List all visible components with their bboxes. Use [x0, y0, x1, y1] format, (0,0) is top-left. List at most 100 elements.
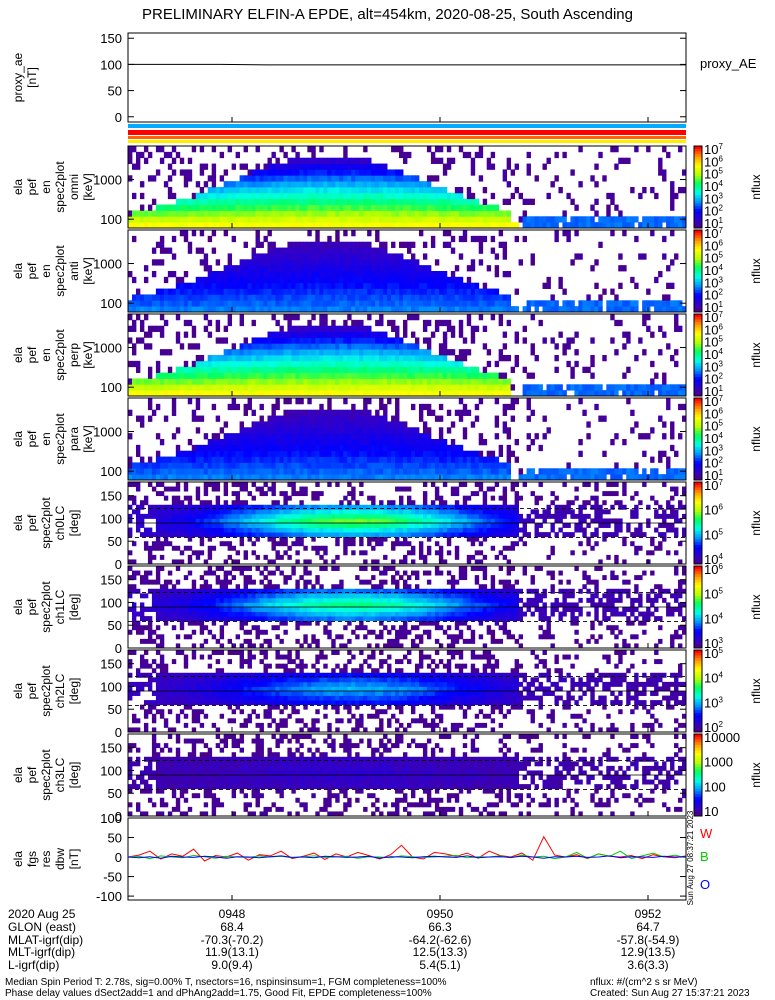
heat-cell [223, 265, 229, 272]
heat-cell [367, 253, 372, 260]
heat-cell [387, 300, 392, 307]
heat-cell [263, 222, 268, 229]
heat-cell [422, 300, 428, 307]
heat-cell [407, 439, 412, 446]
heat-cell [183, 532, 189, 538]
heat-cell [315, 527, 320, 533]
heat-cell [335, 169, 340, 176]
heat-cell [319, 366, 324, 373]
heat-cell [311, 474, 316, 481]
heat-cell [171, 474, 177, 481]
heat-cell [351, 276, 356, 284]
heat-cell [315, 210, 320, 217]
heat-cell [275, 415, 280, 422]
heat-cell [626, 474, 631, 481]
heat-cell [287, 482, 292, 487]
heat-cell [239, 518, 244, 524]
heat-cell [247, 288, 252, 295]
heat-cell [510, 384, 516, 391]
heat-cell [395, 187, 400, 194]
heat-cell [215, 282, 221, 289]
heat-cell [414, 314, 420, 321]
heat-cell [550, 216, 555, 223]
heat-cell [175, 559, 181, 565]
colorbar-segment [694, 390, 702, 394]
heat-cell [151, 210, 157, 217]
heat-cell [383, 444, 388, 452]
heat-cell [235, 439, 240, 446]
heat-cell [422, 366, 428, 373]
heat-cell [403, 331, 408, 338]
heat-cell [283, 300, 288, 307]
heat-cell [203, 276, 209, 284]
heat-cell [295, 513, 300, 519]
heat-cell [438, 427, 444, 434]
heat-cell [295, 343, 300, 350]
heat-cell [283, 468, 288, 475]
heat-cell [426, 433, 432, 440]
heat-cell [315, 415, 320, 422]
heat-cell [271, 474, 276, 481]
heat-cell [327, 456, 332, 463]
heat-cell [283, 439, 288, 446]
heat-cell [590, 265, 595, 272]
heat-cell [243, 427, 248, 434]
heat-cell [638, 384, 643, 391]
heat-cell [135, 462, 141, 469]
heat-cell [307, 265, 312, 272]
heat-cell [191, 372, 197, 379]
heat-cell [470, 294, 476, 301]
heat-cell [323, 319, 328, 327]
heat-cell [430, 360, 436, 368]
heat-cell [319, 433, 324, 440]
heat-cell [187, 474, 193, 481]
heat-cell [239, 474, 244, 481]
heat-cell [231, 235, 237, 243]
heat-cell [383, 355, 388, 362]
heat-cell [295, 504, 300, 510]
heat-cell [207, 468, 213, 475]
heat-cell [299, 331, 304, 338]
colorbar-segment [694, 187, 702, 191]
heat-cell [303, 337, 308, 344]
heat-cell [446, 222, 452, 229]
heat-cell [666, 403, 671, 411]
heat-cell [359, 169, 364, 176]
heat-cell [159, 300, 165, 307]
heat-cell [231, 439, 237, 446]
heat-cell [131, 294, 137, 301]
colorbar-segment [694, 159, 702, 163]
heat-cell [391, 439, 396, 446]
heat-cell [522, 235, 527, 243]
heat-cell [167, 204, 173, 211]
heat-cell [482, 187, 488, 194]
heat-cell [367, 433, 372, 440]
heat-cell [179, 204, 185, 211]
heat-cell [255, 259, 260, 266]
heat-cell [231, 210, 237, 217]
heat-cell [259, 349, 264, 356]
heat-cell [175, 216, 181, 223]
heat-cell [410, 216, 416, 223]
heat-cell [291, 444, 296, 452]
heat-cell [243, 306, 248, 313]
heat-cell [434, 439, 440, 446]
heat-cell [263, 491, 268, 497]
heat-cell [307, 456, 312, 463]
heat-cell [223, 482, 229, 487]
heat-cell [323, 532, 328, 538]
heat-cell [610, 337, 615, 344]
heat-cell [470, 456, 476, 463]
heat-cell [654, 306, 659, 313]
heat-cell [367, 450, 372, 457]
heat-cell [187, 282, 193, 289]
heat-cell [275, 306, 280, 313]
heat-cell [283, 181, 288, 188]
heat-cell [418, 439, 424, 446]
heat-cell [574, 222, 579, 229]
heat-cell [299, 523, 304, 528]
heat-cell [582, 300, 587, 307]
heat-cell [179, 518, 185, 524]
heat-cell [275, 247, 280, 254]
heat-cell [654, 300, 659, 307]
